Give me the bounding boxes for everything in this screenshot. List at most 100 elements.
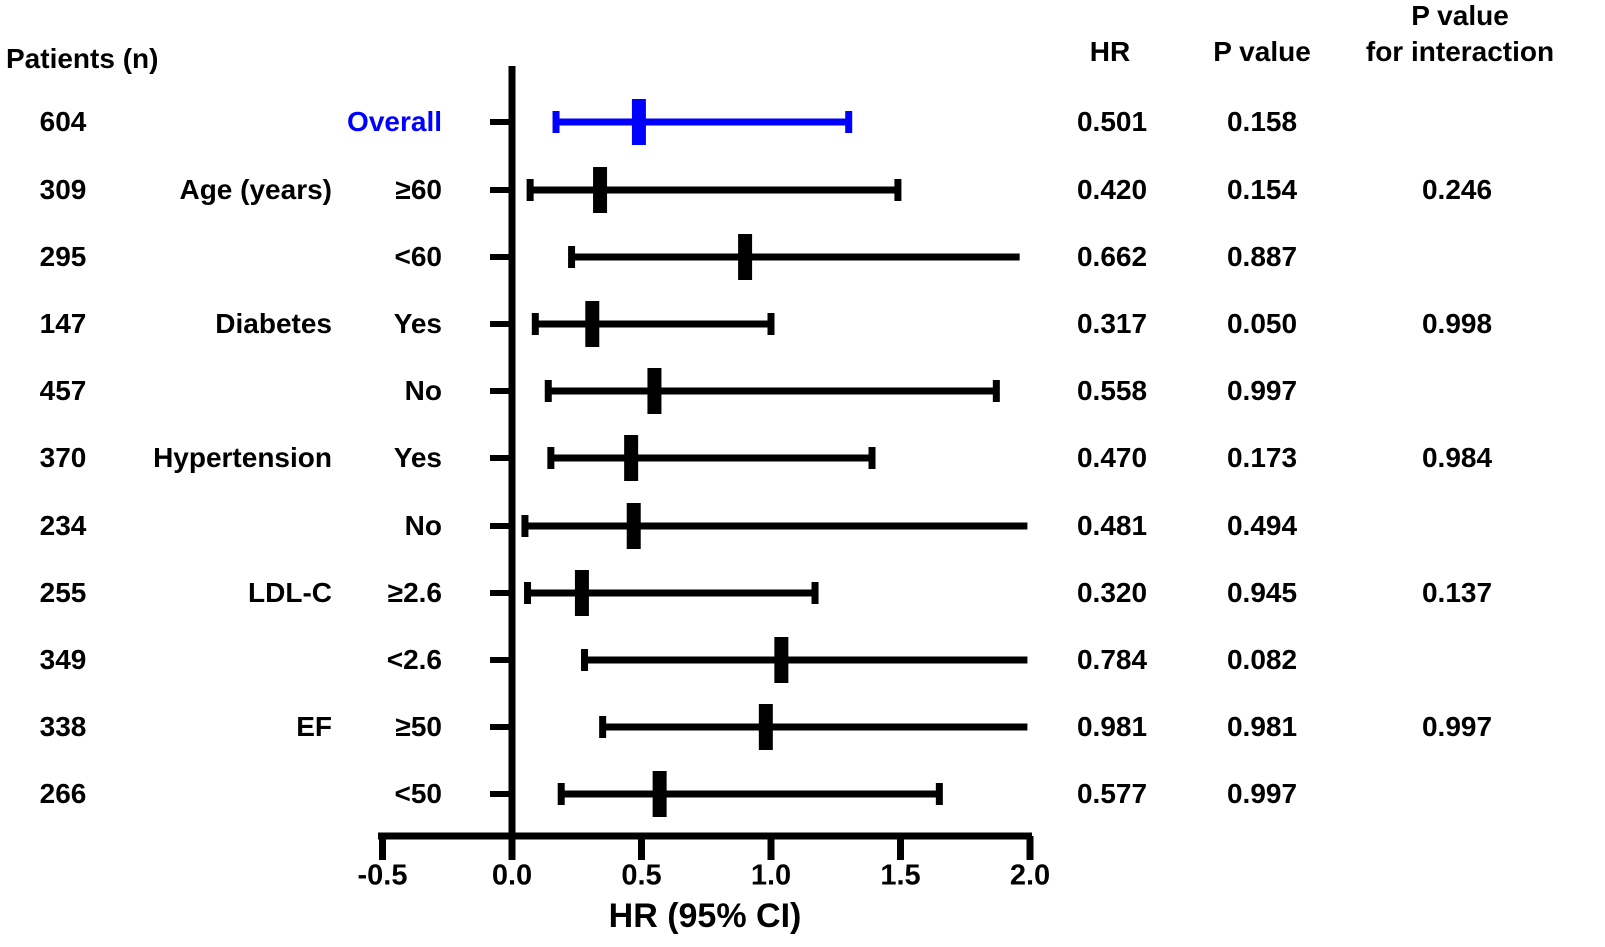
- hr-value: 0.317: [1076, 308, 1148, 339]
- p-value: 0.050: [1226, 308, 1298, 339]
- p-value: 0.154: [1226, 174, 1298, 205]
- point-estimate-marker: [647, 368, 662, 414]
- p-interaction-column-header-line2: for interaction: [1365, 36, 1555, 67]
- ci-cap-low: [531, 313, 539, 335]
- x-tick-label: -0.5: [357, 859, 408, 892]
- hr-value: 0.470: [1076, 442, 1148, 473]
- ci-cap-low: [599, 716, 607, 738]
- patients-count: 370: [39, 442, 87, 473]
- row-axis-tick: [490, 657, 512, 663]
- row-axis-tick: [490, 791, 512, 797]
- row-axis-tick: [490, 388, 512, 394]
- hr-value: 0.420: [1076, 174, 1148, 205]
- subgroup-label: <50: [394, 778, 443, 809]
- patients-count: 234: [39, 510, 87, 541]
- hr-value: 0.981: [1076, 711, 1148, 742]
- x-axis-tick: [379, 836, 386, 860]
- x-axis-line: [378, 832, 1032, 840]
- row-axis-tick: [490, 119, 512, 125]
- point-estimate-marker: [574, 570, 589, 616]
- zero-axis-line: [508, 66, 516, 840]
- x-axis-tick: [638, 836, 645, 860]
- group-label: Hypertension: [153, 442, 332, 473]
- x-axis-tick: [897, 836, 904, 860]
- p-value: 0.981: [1226, 711, 1298, 742]
- ci-cap-high: [868, 447, 876, 469]
- ci-bar: [556, 118, 849, 126]
- ci-cap-low: [526, 179, 534, 201]
- x-axis-tick: [767, 836, 775, 860]
- point-estimate-marker: [585, 301, 600, 347]
- ci-bar: [524, 522, 1028, 530]
- ci-cap-low: [547, 447, 555, 469]
- hr-value: 0.320: [1076, 577, 1148, 608]
- ci-cap-low: [544, 380, 552, 402]
- ci-cap-low: [557, 783, 565, 805]
- ci-bar: [550, 454, 873, 462]
- ci-cap-high: [845, 111, 853, 133]
- ci-cap-high: [935, 783, 943, 805]
- p-value: 0.173: [1226, 442, 1298, 473]
- hr-value: 0.501: [1076, 106, 1148, 137]
- x-tick-label: 0.5: [621, 859, 662, 892]
- patients-count: 266: [39, 778, 87, 809]
- hr-value: 0.784: [1076, 644, 1148, 675]
- x-tick-label: 2.0: [1009, 859, 1051, 892]
- ci-cap-low: [524, 582, 532, 604]
- point-estimate-marker: [738, 234, 753, 280]
- hr-value: 0.662: [1076, 241, 1148, 272]
- p-value: 0.997: [1226, 375, 1298, 406]
- p-value: 0.158: [1226, 106, 1298, 137]
- p-value: 0.887: [1226, 241, 1298, 272]
- subgroup-label: Overall: [347, 106, 442, 137]
- p-interaction-value: 0.998: [1421, 308, 1493, 339]
- ci-bar: [561, 790, 940, 798]
- ci-cap-high: [992, 380, 1000, 402]
- row-axis-tick: [490, 254, 512, 260]
- x-tick-label: 0.0: [491, 859, 533, 892]
- patients-count: 349: [39, 644, 87, 675]
- group-label: EF: [296, 711, 332, 742]
- patients-count: 147: [39, 308, 87, 339]
- subgroup-label: ≥2.6: [387, 577, 442, 608]
- group-label: LDL-C: [248, 577, 332, 608]
- point-estimate-marker: [624, 435, 639, 481]
- patients-count: 255: [39, 577, 87, 608]
- subgroup-label: Yes: [393, 308, 442, 339]
- point-estimate-marker: [652, 771, 667, 817]
- ci-bar: [571, 253, 1020, 261]
- x-tick-label: 1.0: [750, 859, 792, 892]
- ci-bar: [584, 656, 1028, 664]
- subgroup-label: <2.6: [386, 644, 442, 675]
- x-tick-label: 1.5: [880, 859, 921, 892]
- patients-count: 604: [39, 106, 87, 137]
- ci-bar: [548, 387, 997, 395]
- patients-column-header: Patients (n): [6, 43, 159, 74]
- hr-value: 0.558: [1076, 375, 1148, 406]
- ci-cap-high: [894, 179, 902, 201]
- point-estimate-marker: [758, 704, 773, 750]
- p-interaction-value: 0.137: [1421, 577, 1493, 608]
- p-interaction-value: 0.997: [1421, 711, 1493, 742]
- ci-cap-low: [552, 111, 560, 133]
- row-axis-tick: [490, 455, 512, 461]
- hr-value: 0.577: [1076, 778, 1148, 809]
- x-axis-label: HR (95% CI): [608, 897, 802, 935]
- p-interaction-value: 0.984: [1421, 442, 1493, 473]
- row-axis-tick: [490, 590, 512, 596]
- p-interaction-column-header-line1: P value: [1411, 0, 1509, 31]
- group-label: Age (years): [179, 174, 332, 205]
- subgroup-label: <60: [394, 241, 443, 272]
- point-estimate-marker: [593, 167, 608, 213]
- patients-count: 295: [39, 241, 87, 272]
- patients-count: 457: [39, 375, 87, 406]
- hr-column-header: HR: [1089, 36, 1131, 67]
- hr-value: 0.481: [1076, 510, 1148, 541]
- group-label: Diabetes: [215, 308, 332, 339]
- point-estimate-marker: [631, 99, 646, 145]
- row-axis-tick: [490, 187, 512, 193]
- p-value: 0.082: [1226, 644, 1298, 675]
- patients-count: 309: [39, 174, 87, 205]
- p-value-column-header: P value: [1213, 36, 1311, 67]
